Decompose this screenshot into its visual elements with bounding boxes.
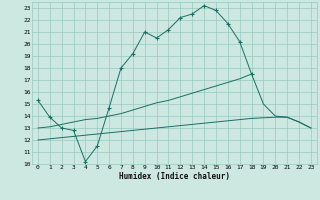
X-axis label: Humidex (Indice chaleur): Humidex (Indice chaleur) [119, 172, 230, 181]
